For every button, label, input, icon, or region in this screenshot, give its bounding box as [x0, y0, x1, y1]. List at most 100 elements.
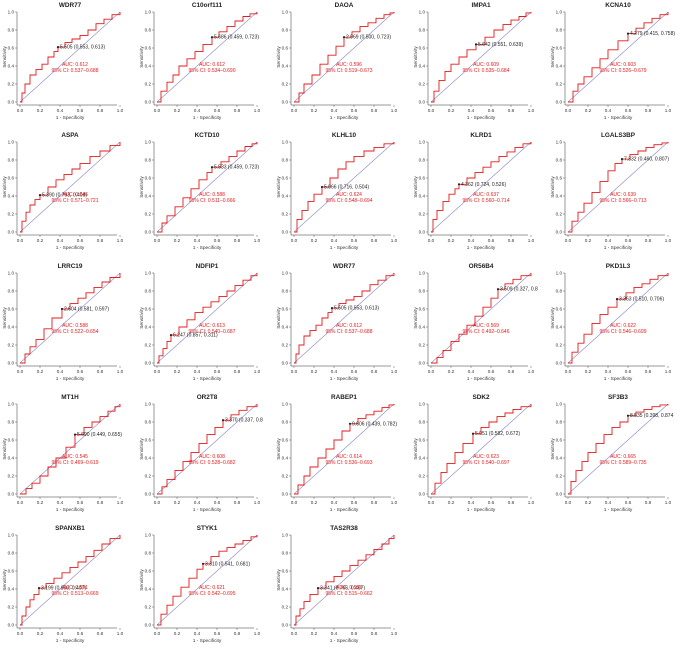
roc-panel: NDFIP1 0.0 0.0 0.2 0.2 0.4 0.4 0.6 0.6 0.8 0.8 1.0 1… [137, 261, 274, 391]
x-tick-label: 0.2 [585, 238, 592, 243]
cutoff-label: 3.199 (0.806, 0.407) [41, 586, 86, 592]
y-tick-label: 0.0 [282, 230, 289, 235]
y-tick-label: 0.8 [282, 420, 289, 425]
roc-chart: KLRD1 0.00.0 0.2 0.2 0.4 0.4 0.6 0.6 0.8 0.8 1.0 1.… [413, 132, 535, 251]
reference-diagonal [567, 403, 669, 495]
y-tick-label: 0.8 [282, 28, 289, 33]
x-tick-label: 1.0 [391, 369, 398, 374]
y-tick-label: 0.0 [8, 230, 15, 235]
x-tick-label: 1.0 [117, 631, 124, 636]
auc-label: AUC: 0.639 [610, 192, 636, 198]
chart-title: DAOA [335, 2, 354, 9]
y-tick-label: 0.2 [8, 474, 15, 479]
auc-label: AUC: 0.591 [62, 585, 88, 591]
x-axis-label: 1 - Specificity [56, 638, 85, 644]
y-tick-label: 1.0 [282, 140, 289, 145]
x-tick-label: 0.2 [174, 238, 181, 243]
y-tick-label: 0.6 [8, 46, 15, 51]
x-axis-label: 1 - Specificity [330, 638, 359, 644]
y-tick-label: 0.0 [419, 230, 426, 235]
x-tick-label: 1.0 [254, 238, 261, 243]
y-axis-label: Sensitivity [276, 438, 282, 460]
auc-label: AUC: 0.646 [62, 192, 88, 198]
y-tick-label: 0.2 [556, 343, 563, 348]
y-tick-label: 1.0 [282, 533, 289, 538]
y-axis-label: Sensitivity [276, 46, 282, 68]
cutoff-label: 5.505 (0.553, 0.613) [334, 306, 379, 312]
y-axis-label: Sensitivity [2, 176, 8, 198]
cutoff-label: 3.341 (0.765, 0.407) [320, 586, 365, 592]
y-tick-label: 0.0 [8, 361, 15, 366]
x-tick-label: 0.6 [214, 631, 221, 636]
roc-curve [568, 273, 669, 364]
x-tick-label: 0.0 [291, 238, 298, 243]
auc-label: AUC: 0.614 [336, 454, 362, 460]
ci-label: 95% CI: 0.537–0.688 [52, 68, 99, 74]
y-axis-label: Sensitivity [276, 569, 282, 591]
y-tick-label: 0.4 [556, 456, 563, 461]
x-tick-label: 0.6 [625, 238, 632, 243]
x-tick-label: 1.0 [254, 631, 261, 636]
x-tick-label: 0.2 [174, 631, 181, 636]
y-tick-label: 0.6 [556, 438, 563, 443]
y-tick-label: 1.0 [8, 402, 15, 407]
auc-label: AUC: 0.588 [62, 323, 88, 329]
cutoff-label: 5.390 (0.793, 0.408) [42, 193, 87, 199]
cutoff-point [330, 307, 334, 310]
y-tick-label: 0.6 [282, 569, 289, 574]
x-tick-label: 0.4 [57, 369, 64, 374]
x-tick-label: 0.0 [17, 108, 24, 113]
ci-label: 95% CI: 0.534–0.690 [189, 68, 236, 74]
x-tick-label: 0.4 [331, 631, 338, 636]
y-tick-label: 0.6 [419, 176, 426, 181]
x-tick-label: 0.0 [17, 238, 24, 243]
x-axis-label: 1 - Specificity [56, 376, 85, 382]
x-tick-label: 1.0 [391, 500, 398, 505]
y-tick-label: 0.2 [556, 82, 563, 87]
y-tick-label: 1.0 [556, 271, 563, 276]
y-tick-label: 0.0 [419, 100, 426, 105]
reference-diagonal [156, 11, 258, 103]
x-tick-label: 0.4 [194, 108, 201, 113]
auc-label: AUC: 0.637 [473, 192, 499, 198]
y-tick-label: 0.2 [8, 212, 15, 217]
x-tick-label: 0.0 [17, 631, 24, 636]
chart-title: LRRC19 [58, 263, 83, 270]
y-tick-label: 0.4 [282, 456, 289, 461]
x-tick-label: 0.0 [291, 108, 298, 113]
x-tick-label: 0.4 [605, 108, 612, 113]
x-tick-label: 1.0 [254, 500, 261, 505]
x-tick-label: 0.6 [488, 500, 495, 505]
x-tick-label: 0.6 [77, 631, 84, 636]
x-tick-label: 0.8 [234, 238, 241, 243]
y-tick-label: 0.8 [282, 551, 289, 556]
x-tick-label: 0.2 [37, 369, 44, 374]
ci-label: 95% CI: 0.511–0.666 [189, 198, 236, 204]
roc-curve [294, 404, 395, 495]
y-tick-label: 0.8 [556, 420, 563, 425]
roc-chart: SF3B3 0.00.0 0.2 0.2 0.4 0.4 0.6 0.6 0.8 0.8 1.0 1.… [550, 394, 674, 513]
x-tick-label: 0.0 [428, 238, 435, 243]
roc-curve [294, 142, 395, 233]
ci-label: 95% CI: 0.513–0.669 [52, 591, 99, 597]
x-tick-label: 0.6 [77, 369, 84, 374]
x-tick-label: 0.6 [214, 500, 221, 505]
chart-title: PKD1L3 [606, 263, 631, 270]
y-tick-label: 1.0 [419, 271, 426, 276]
y-tick-label: 0.0 [145, 230, 152, 235]
y-axis-label: Sensitivity [2, 307, 8, 329]
y-tick-label: 0.8 [282, 289, 289, 294]
auc-label: AUC: 0.622 [610, 323, 636, 329]
y-tick-label: 0.8 [145, 289, 152, 294]
y-axis-label: Sensitivity [550, 438, 556, 460]
auc-label: AUC: 0.608 [199, 454, 225, 460]
y-tick-label: 0.2 [8, 343, 15, 348]
ci-label: 95% CI: 0.540–0.697 [463, 460, 510, 466]
y-tick-label: 0.8 [8, 158, 15, 163]
x-tick-label: 0.8 [371, 108, 378, 113]
auc-label: AUC: 0.545 [62, 454, 88, 460]
cutoff-point [615, 298, 619, 301]
y-tick-label: 1.0 [145, 402, 152, 407]
x-tick-label: 0.6 [351, 238, 358, 243]
y-tick-label: 0.4 [8, 325, 15, 330]
